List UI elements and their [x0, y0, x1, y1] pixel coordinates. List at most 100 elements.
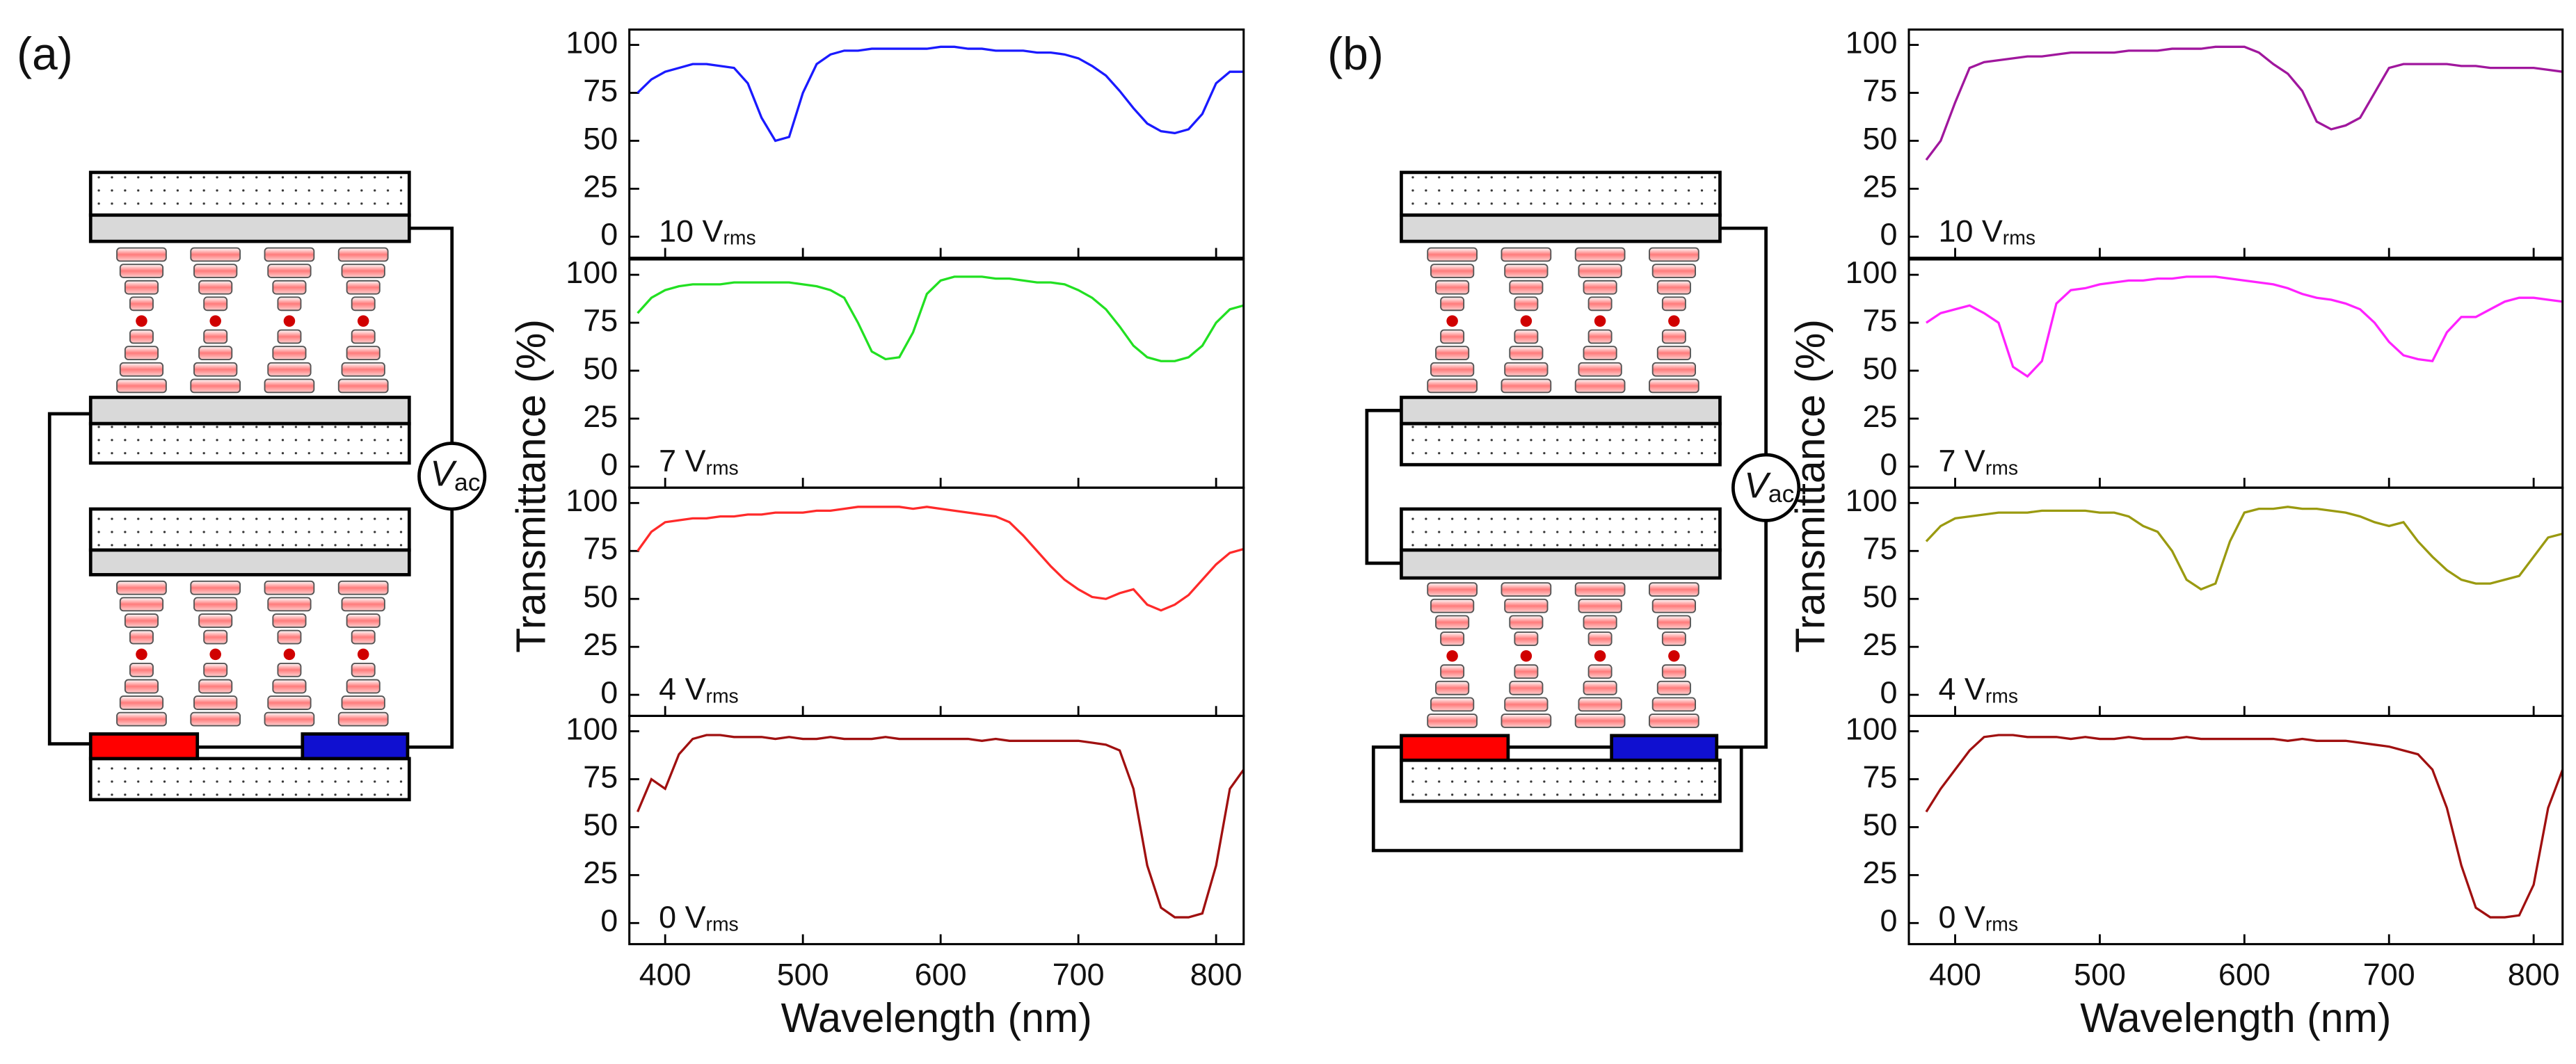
annotation: 7 Vrms — [659, 443, 739, 480]
lc-molecule — [1574, 582, 1626, 597]
lc-molecule — [341, 695, 385, 710]
lc-dot — [1520, 315, 1533, 327]
spectrum-line — [1925, 734, 2564, 919]
lc-molecule — [203, 662, 228, 677]
lc-molecule — [190, 580, 241, 595]
y-tick-label: 75 — [1863, 531, 1898, 566]
lc-molecule — [1656, 346, 1691, 361]
lc-molecule — [116, 247, 167, 262]
lc-molecule — [1587, 329, 1613, 344]
lc-molecule — [1661, 631, 1686, 646]
lc-molecule — [1430, 697, 1475, 712]
source-subscript: ac — [454, 469, 480, 497]
y-tick-label: 0 — [1880, 903, 1898, 938]
annotation: 0 Vrms — [659, 899, 739, 936]
y-tick-label: 100 — [1846, 255, 1898, 290]
annotation-subscript: rms — [706, 686, 739, 708]
electrode — [1400, 213, 1722, 243]
lc-dot — [1446, 650, 1458, 662]
lc-molecule — [119, 597, 164, 612]
electrode — [1400, 396, 1722, 426]
lc-molecule — [346, 280, 381, 295]
annotation-text: 4 V — [659, 671, 705, 707]
lc-molecule — [1440, 296, 1465, 312]
lc-molecule — [267, 695, 312, 710]
lc-molecule — [1427, 714, 1478, 728]
lc-molecule — [1656, 615, 1691, 630]
spectrum-line — [1925, 45, 2563, 161]
lc-molecule — [341, 264, 385, 278]
lc-molecule — [1509, 280, 1544, 295]
source-circle — [417, 442, 487, 511]
lc-molecule — [129, 662, 154, 677]
lc-dot — [136, 648, 147, 661]
lc-molecule — [193, 362, 238, 377]
lc-dot — [1668, 315, 1680, 327]
lc-molecule — [119, 362, 164, 377]
annotation-text: 10 V — [1939, 213, 2003, 248]
lc-molecule — [337, 378, 389, 394]
source-subscript: ac — [1768, 480, 1794, 508]
y-tick-label: 50 — [1863, 579, 1898, 614]
lc-molecule — [1583, 615, 1617, 630]
x-tick-label: 700 — [1053, 957, 1105, 992]
lc-molecule — [1430, 598, 1475, 613]
lc-dot — [1446, 315, 1458, 327]
lc-molecule — [341, 597, 385, 612]
y-tick-label: 25 — [1863, 398, 1898, 434]
y-tick-label: 0 — [600, 675, 618, 710]
spectrum-line — [1926, 275, 2563, 378]
source-circle — [1731, 453, 1801, 522]
y-tick-label: 0 — [1880, 446, 1898, 482]
lc-molecule — [1504, 598, 1549, 613]
annotation-subscript: rms — [723, 227, 755, 250]
lc-molecule — [1583, 346, 1617, 361]
lc-molecule — [277, 296, 302, 312]
lc-molecule — [190, 378, 241, 394]
y-tick-label: 25 — [583, 627, 618, 662]
substrate — [1400, 507, 1722, 552]
lc-molecule — [1648, 247, 1699, 262]
lc-molecule — [277, 662, 302, 677]
y-tick-label: 50 — [1863, 350, 1898, 386]
y-axis-label: Transmittance (%) — [508, 319, 554, 653]
lc-molecule — [1509, 346, 1544, 361]
y-tick-label: 50 — [1863, 120, 1898, 156]
y-tick-label: 25 — [1863, 627, 1898, 662]
lc-dot — [1520, 650, 1533, 662]
lc-molecule — [1587, 664, 1613, 679]
annotation-subscript: rms — [2003, 227, 2035, 250]
lc-dot — [1594, 650, 1606, 662]
y-tick-label: 0 — [600, 903, 618, 938]
lc-molecule — [1574, 378, 1626, 394]
annotation: 0 Vrms — [1939, 899, 2019, 936]
plot-frame — [628, 714, 1245, 946]
source-label: Vac — [430, 453, 480, 496]
y-tick-label: 75 — [583, 72, 618, 108]
annotation-subscript: rms — [706, 458, 739, 480]
lc-molecule — [1656, 680, 1691, 695]
lc-molecule — [277, 629, 302, 645]
red-electrode — [88, 732, 200, 761]
lc-molecule — [1430, 362, 1475, 377]
lc-molecule — [1648, 714, 1699, 728]
lc-dot — [357, 648, 369, 661]
lc-molecule — [1514, 329, 1539, 344]
lc-molecule — [1504, 264, 1549, 278]
lc-molecule — [272, 346, 307, 361]
lc-molecule — [351, 629, 376, 645]
x-tick-label: 700 — [2363, 957, 2415, 992]
substrate — [88, 507, 411, 552]
lc-molecule — [203, 296, 228, 312]
lc-molecule — [1440, 664, 1465, 679]
y-tick-label: 0 — [600, 216, 618, 252]
y-axis-label: Transmittance (%) — [1788, 319, 1834, 653]
plot-frame — [1907, 486, 2564, 717]
annotation-text: 10 V — [659, 213, 723, 248]
lc-molecule — [1501, 714, 1552, 728]
lc-molecule — [264, 580, 315, 595]
x-tick-label: 800 — [1190, 957, 1242, 992]
annotation-subscript: rms — [1985, 914, 2018, 936]
annotation: 7 Vrms — [1939, 443, 2019, 480]
x-tick-label: 500 — [777, 957, 829, 992]
